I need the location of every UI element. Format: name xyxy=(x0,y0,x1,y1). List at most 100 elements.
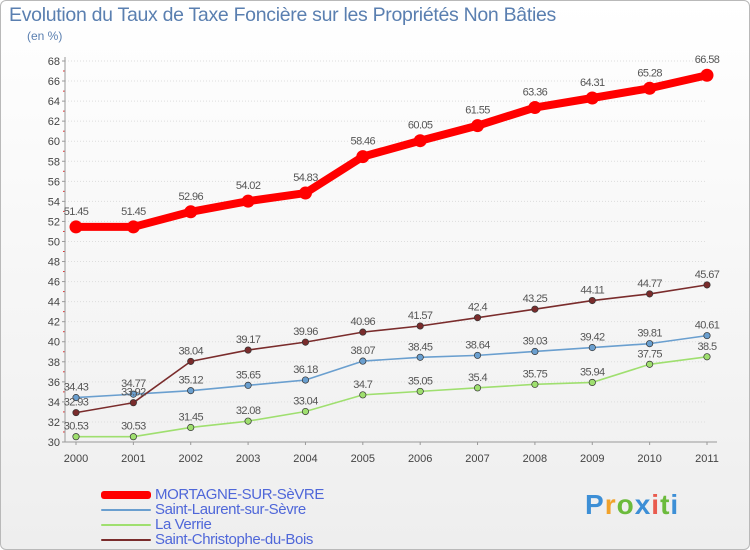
data-label: 54.83 xyxy=(293,172,318,184)
chart-title: Evolution du Taux de Taxe Foncière sur l… xyxy=(9,4,556,26)
x-tick-label: 2008 xyxy=(523,453,547,465)
x-tick-label: 2011 xyxy=(695,453,719,465)
data-label: 32.93 xyxy=(64,397,89,409)
data-label: 35.4 xyxy=(468,372,487,384)
x-tick-label: 2007 xyxy=(465,453,489,465)
data-point xyxy=(129,399,137,407)
data-point xyxy=(473,351,482,359)
data-label: 35.05 xyxy=(408,375,433,387)
logo-letter: r xyxy=(604,489,617,520)
data-label: 64.31 xyxy=(580,77,605,89)
data-point xyxy=(187,357,195,365)
y-tick-label: 50 xyxy=(48,236,60,248)
logo-letter: i xyxy=(651,489,661,520)
data-point xyxy=(187,423,195,432)
data-point xyxy=(646,340,654,348)
y-tick-label: 52 xyxy=(48,216,60,228)
data-point xyxy=(531,305,539,313)
logo-letter: i xyxy=(670,489,680,520)
x-tick-label: 2000 xyxy=(64,453,88,465)
data-label: 30.53 xyxy=(64,421,89,433)
y-tick-label: 32 xyxy=(48,417,60,429)
series-line xyxy=(75,355,708,438)
data-label: 63.36 xyxy=(523,87,548,99)
data-point xyxy=(588,296,596,305)
y-tick-label: 64 xyxy=(48,96,60,108)
data-point xyxy=(416,387,424,395)
data-point xyxy=(585,91,599,105)
data-point xyxy=(416,353,424,361)
data-label: 32.08 xyxy=(236,405,261,417)
data-label: 65.28 xyxy=(637,67,662,79)
data-point xyxy=(588,344,596,352)
data-label: 66.58 xyxy=(695,54,720,66)
data-label: 39.96 xyxy=(293,326,318,338)
data-point xyxy=(359,328,367,336)
logo-letter: o xyxy=(616,489,635,520)
data-label: 44.11 xyxy=(580,285,604,297)
data-point xyxy=(646,290,654,298)
proxiti-logo: Proxiti xyxy=(585,489,679,521)
data-label: 38.04 xyxy=(178,345,203,357)
y-tick-label: 38 xyxy=(48,357,60,369)
data-label: 58.46 xyxy=(351,136,376,148)
data-point xyxy=(72,409,80,417)
data-point xyxy=(703,353,711,361)
legend-swatch xyxy=(101,491,151,499)
y-tick-label: 68 xyxy=(48,56,60,68)
y-tick-label: 44 xyxy=(48,297,60,309)
x-tick-label: 2002 xyxy=(178,453,202,465)
data-point xyxy=(703,332,711,340)
x-tick-label: 2004 xyxy=(293,453,317,465)
data-point xyxy=(301,376,310,384)
data-point xyxy=(241,194,255,208)
data-point xyxy=(244,417,252,425)
data-point xyxy=(244,346,252,354)
y-tick-label: 60 xyxy=(48,136,60,148)
y-tick-label: 40 xyxy=(48,337,60,349)
data-label: 39.42 xyxy=(580,332,605,344)
data-label: 35.65 xyxy=(236,369,261,381)
data-point xyxy=(184,205,198,219)
data-point xyxy=(187,387,195,395)
data-label: 44.77 xyxy=(637,278,662,290)
data-label: 39.17 xyxy=(236,334,261,346)
data-point xyxy=(528,101,542,115)
data-point xyxy=(244,381,252,389)
data-point xyxy=(298,186,312,200)
data-point xyxy=(703,281,711,289)
data-point xyxy=(301,407,310,416)
y-tick-label: 56 xyxy=(48,176,60,188)
x-tick-label: 2001 xyxy=(121,453,145,465)
logo-letter: x xyxy=(634,489,652,520)
data-label: 61.55 xyxy=(465,105,490,117)
legend-label: MORTAGNE-SUR-SèVRE xyxy=(155,486,324,503)
data-label: 52.96 xyxy=(178,191,203,203)
data-point xyxy=(129,390,137,398)
data-point xyxy=(129,433,137,441)
legend-label: Saint-Laurent-sur-Sèvre xyxy=(155,501,306,518)
data-label: 37.75 xyxy=(637,348,662,360)
data-label: 33.04 xyxy=(293,396,318,408)
data-point xyxy=(72,394,80,402)
data-point xyxy=(359,391,367,399)
y-tick-label: 34 xyxy=(48,397,60,409)
data-label: 60.05 xyxy=(408,120,433,132)
data-label: 38.64 xyxy=(465,339,490,351)
data-point xyxy=(646,360,654,368)
data-label: 42.4 xyxy=(468,302,487,314)
data-point xyxy=(531,380,539,388)
legend-swatch xyxy=(101,524,151,526)
y-axis-unit-label: (en %) xyxy=(27,29,63,43)
x-tick-label: 2005 xyxy=(351,453,375,465)
data-label: 30.53 xyxy=(121,421,146,433)
data-point xyxy=(69,220,83,234)
x-tick-label: 2009 xyxy=(580,453,604,465)
data-label: 38.45 xyxy=(408,341,433,353)
x-tick-label: 2006 xyxy=(408,453,432,465)
data-label: 41.57 xyxy=(408,310,433,322)
y-tick-label: 62 xyxy=(48,116,60,128)
series-line xyxy=(75,334,708,399)
data-label: 45.67 xyxy=(695,269,720,281)
